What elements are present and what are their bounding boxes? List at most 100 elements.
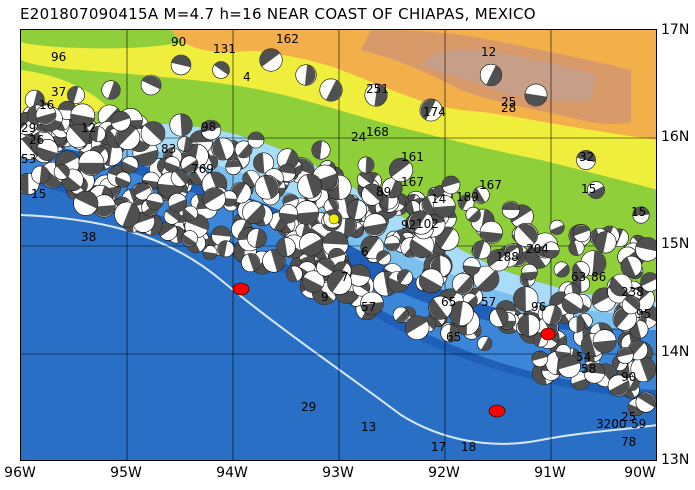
beachball: [561, 292, 584, 315]
beachball: [167, 192, 188, 213]
event-label: 769: [191, 162, 214, 176]
beachball: [576, 150, 596, 170]
event-label: 96: [51, 50, 66, 64]
beachball: [133, 182, 152, 201]
beachball: [297, 173, 323, 199]
beachball: [319, 78, 343, 102]
beachball: [392, 306, 409, 323]
event-label: 54: [576, 350, 591, 364]
beachball: [202, 245, 218, 260]
event-label: 26: [29, 133, 44, 147]
beachball: [409, 233, 435, 259]
beachball: [181, 230, 199, 247]
lat-label-17n: 17N: [661, 22, 690, 38]
beachball: [140, 74, 162, 96]
beachball: [242, 200, 266, 224]
highlight-event: [232, 282, 250, 296]
beachball: [101, 80, 121, 100]
beachball: [473, 265, 500, 292]
yellow-event: [328, 213, 340, 225]
beachball: [388, 157, 414, 183]
beachball: [234, 140, 253, 159]
event-label: 65: [441, 295, 456, 309]
beachball: [67, 86, 85, 104]
beachball: [115, 171, 132, 188]
event-label: 7: [341, 270, 349, 284]
highlight-events: [232, 213, 556, 418]
beachball: [225, 159, 242, 176]
event-label: 65: [446, 330, 461, 344]
beachball: [92, 194, 116, 218]
beachball: [169, 113, 193, 137]
beachball: [419, 98, 443, 122]
lat-label-15n: 15N: [661, 236, 690, 252]
event-label: 90: [621, 370, 636, 384]
beachball: [177, 136, 193, 152]
beachball: [531, 350, 549, 368]
lon-label-91w: 91W: [534, 465, 566, 481]
beachball: [541, 304, 563, 326]
beachball: [376, 250, 392, 266]
lat-label-14n: 14N: [661, 344, 690, 360]
beachball: [587, 181, 605, 199]
beachball: [146, 192, 164, 210]
beachball: [477, 336, 493, 352]
beachball: [640, 272, 656, 292]
beachball: [472, 240, 492, 260]
beachball: [295, 64, 317, 86]
beachball: [404, 315, 430, 341]
beachball: [276, 237, 296, 257]
beachball: [557, 354, 581, 378]
event-labels: 9637162926531538129098837694131162251174…: [21, 32, 651, 454]
beachball: [311, 140, 331, 160]
event-label: 167: [479, 178, 502, 192]
lat-label-16n: 16N: [661, 129, 690, 145]
beachball: [440, 324, 459, 343]
event-label: 102: [416, 217, 439, 231]
event-label: 204: [526, 242, 549, 256]
beachball: [36, 139, 59, 161]
beachball: [356, 171, 374, 188]
beachball: [381, 177, 403, 199]
beachball: [503, 243, 520, 260]
beachball: [419, 268, 444, 294]
beachball: [441, 175, 461, 195]
event-label: 58: [581, 362, 596, 376]
event-label: 6: [361, 245, 369, 259]
event-label: 90: [171, 35, 186, 49]
event-label: 4: [243, 70, 251, 84]
beachball: [592, 329, 617, 353]
beachball: [409, 210, 434, 235]
event-label: 37: [51, 85, 66, 99]
beachball: [521, 263, 538, 281]
event-label: 63: [571, 270, 586, 284]
event-label: 174: [423, 105, 446, 119]
beachball: [278, 204, 299, 224]
event-label: 162: [276, 32, 299, 46]
event-label: 98: [201, 120, 216, 134]
event-label: 161: [401, 150, 424, 164]
beachball: [66, 123, 91, 149]
event-label: 57: [361, 300, 376, 314]
event-label: 25: [501, 95, 516, 109]
event-label: 15: [631, 205, 646, 219]
beachball: [572, 224, 591, 243]
beachball: [121, 156, 139, 174]
event-label: 12: [481, 45, 496, 59]
beachball: [448, 300, 474, 326]
beachball: [583, 362, 605, 384]
beachball: [170, 54, 192, 76]
beachball: [327, 270, 352, 295]
beachball: [501, 200, 521, 220]
beachball: [364, 83, 388, 107]
beachball: [635, 391, 656, 413]
event-label: 15: [581, 182, 596, 196]
lon-label-90w: 90W: [624, 465, 656, 481]
event-label: 188: [496, 250, 519, 264]
lon-label-92w: 92W: [428, 465, 460, 481]
beachball: [621, 295, 641, 315]
beachball: [140, 121, 166, 146]
trench-line: [21, 214, 656, 445]
lon-label-93w: 93W: [322, 465, 354, 481]
event-label: 95: [636, 307, 651, 321]
